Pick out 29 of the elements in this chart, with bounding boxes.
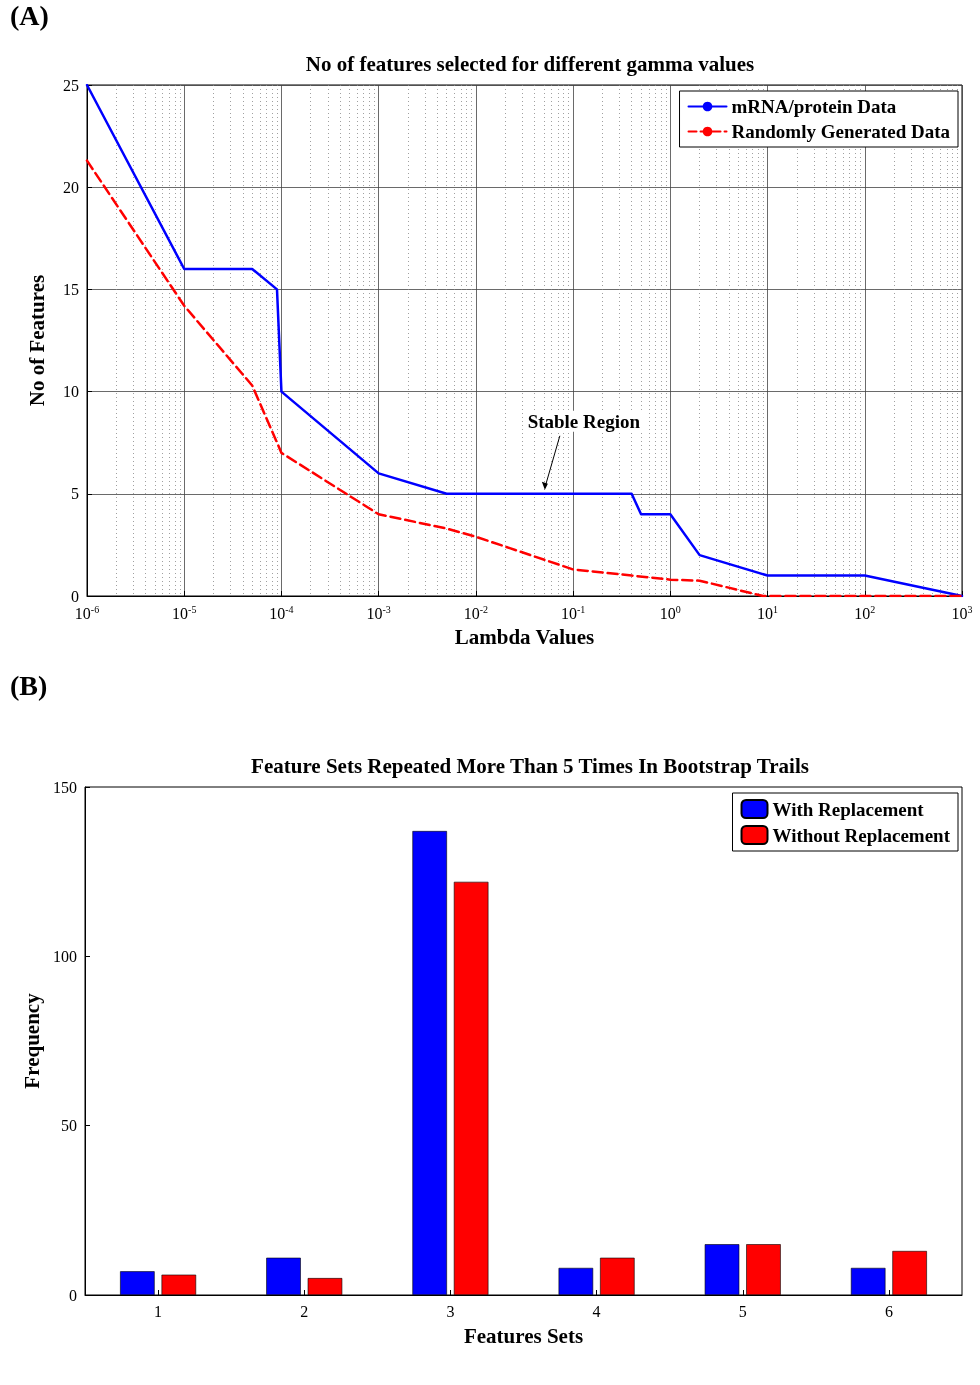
chart-title: Feature Sets Repeated More Than 5 Times In Bootstrap Trails bbox=[251, 753, 809, 778]
x-axis-title: Lambda Values bbox=[454, 624, 595, 649]
y-tick-label: 15 bbox=[63, 280, 79, 298]
legend-label: Without Replacement bbox=[772, 824, 951, 846]
x-tick-label: 5 bbox=[738, 1302, 747, 1320]
text: (B) bbox=[10, 670, 48, 702]
x-tick-label: 3 bbox=[446, 1302, 455, 1320]
legend-label: mRNA/protein Data bbox=[731, 96, 897, 117]
x-axis-title: Features Sets bbox=[463, 1323, 584, 1348]
y-tick-label: 100 bbox=[53, 947, 77, 965]
y-tick-label: 20 bbox=[63, 178, 79, 196]
y-axis-title: Frequency bbox=[19, 992, 44, 1089]
x-tick-label: 2 bbox=[300, 1302, 309, 1320]
chart-title: No of features selected for different gamma values bbox=[305, 51, 755, 76]
y-tick-label: 25 bbox=[63, 76, 79, 94]
y-tick-label: 0 bbox=[69, 1286, 77, 1304]
x-tick-label: 1 bbox=[154, 1302, 163, 1320]
text: (A) bbox=[10, 0, 49, 32]
y-tick-label: 0 bbox=[71, 587, 79, 605]
legend-label: Randomly Generated Data bbox=[731, 121, 951, 142]
y-tick-label: 5 bbox=[71, 485, 79, 503]
legend-label: With Replacement bbox=[772, 798, 925, 820]
y-tick-label: 50 bbox=[61, 1117, 77, 1135]
y-tick-label: 10 bbox=[63, 383, 79, 401]
x-tick-label: 6 bbox=[884, 1302, 893, 1320]
y-axis-title: No of Features bbox=[24, 274, 49, 407]
y-tick-label: 150 bbox=[53, 778, 77, 796]
annotation: Stable Region bbox=[527, 410, 641, 432]
x-tick-label: 4 bbox=[592, 1302, 601, 1320]
